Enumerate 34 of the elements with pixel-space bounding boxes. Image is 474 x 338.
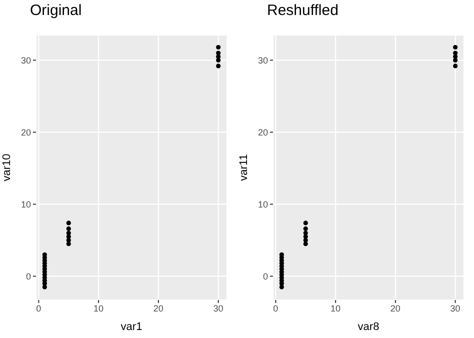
x-axis-title: var1 [120, 320, 142, 333]
y-tick-label: 20 [20, 127, 31, 138]
point [216, 44, 221, 50]
point [303, 226, 308, 232]
x-axis-title: var8 [358, 320, 380, 333]
point [453, 64, 458, 68]
point [66, 226, 71, 232]
x-tick-label: 0 [273, 303, 278, 314]
chart-title: Original [30, 2, 82, 19]
x-tick-label: 30 [213, 303, 224, 314]
y-tick-label: 10 [258, 199, 268, 210]
point [453, 44, 458, 50]
point [42, 284, 47, 290]
y-tick-label: 30 [20, 55, 31, 66]
x-tick-label: 30 [450, 303, 460, 314]
x-tick-label: 10 [94, 303, 104, 314]
y-tick-label: 20 [258, 127, 268, 138]
x-tick-label: 0 [36, 303, 42, 314]
y-tick-label: 0 [262, 271, 268, 282]
point [279, 284, 284, 290]
x-tick-label: 20 [153, 303, 164, 314]
point [303, 220, 308, 226]
x-tick-label: 20 [390, 303, 400, 314]
x-tick-label: 10 [330, 303, 341, 314]
y-tick-label: 0 [26, 271, 31, 282]
y-axis-title: var10 [0, 154, 13, 182]
point [66, 220, 71, 226]
y-tick-label: 30 [258, 55, 268, 66]
y-tick-label: 10 [20, 199, 31, 210]
y-axis-title: var11 [238, 154, 250, 181]
point [216, 64, 221, 68]
point [303, 242, 308, 246]
point [66, 242, 71, 246]
chart-title: Reshuffled [267, 2, 338, 19]
